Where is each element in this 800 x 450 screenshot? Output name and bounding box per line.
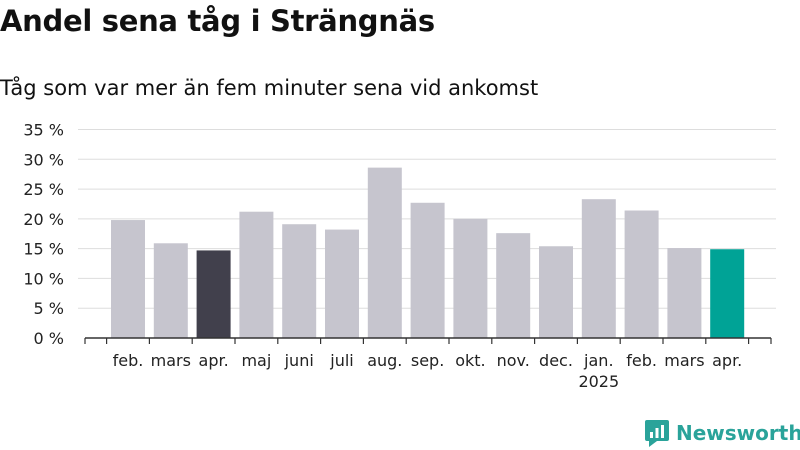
y-tick-label: 25 % bbox=[23, 180, 64, 199]
bar bbox=[667, 248, 702, 338]
y-tick-label: 10 % bbox=[23, 269, 64, 288]
bar bbox=[496, 233, 531, 338]
x-tick-label: jan. bbox=[583, 351, 613, 370]
bar bbox=[624, 210, 659, 338]
x-tick-label: dec. bbox=[539, 351, 573, 370]
brand-logo: Newsworthy bbox=[644, 418, 800, 448]
y-tick-label: 5 % bbox=[34, 299, 64, 318]
bar bbox=[111, 220, 145, 338]
bar bbox=[710, 249, 745, 338]
x-tick-label: juli bbox=[329, 351, 353, 370]
y-tick-label: 20 % bbox=[23, 210, 64, 229]
x-tick-label: maj bbox=[241, 351, 271, 370]
chart-subtitle: Tåg som var mer än fem minuter sena vid … bbox=[0, 76, 539, 100]
brand-name: Newsworthy bbox=[676, 421, 800, 445]
newsworthy-logo-icon bbox=[645, 420, 669, 447]
x-tick-label: mars bbox=[664, 351, 704, 370]
y-tick-label: 15 % bbox=[23, 240, 64, 259]
x-tick-label: feb. bbox=[113, 351, 144, 370]
x-tick-label: aug. bbox=[367, 351, 402, 370]
x-tick-label: nov. bbox=[497, 351, 530, 370]
x-tick-label: okt. bbox=[455, 351, 485, 370]
bar bbox=[282, 224, 317, 338]
bar bbox=[539, 246, 573, 338]
bar bbox=[153, 243, 188, 338]
bar bbox=[196, 250, 231, 338]
y-tick-label: 35 % bbox=[23, 121, 64, 140]
bar bbox=[325, 229, 359, 338]
bar bbox=[367, 167, 402, 338]
y-tick-label: 30 % bbox=[23, 150, 64, 169]
x-tick-label: apr. bbox=[199, 351, 229, 370]
x-tick-label: apr. bbox=[712, 351, 742, 370]
x-year-label: 2025 bbox=[578, 372, 619, 391]
x-tick-label: juni bbox=[284, 351, 314, 370]
bar bbox=[581, 199, 616, 338]
bar bbox=[453, 218, 488, 338]
x-tick-label: sep. bbox=[411, 351, 444, 370]
x-tick-label: feb. bbox=[626, 351, 657, 370]
bar bbox=[239, 211, 274, 338]
x-tick-label: mars bbox=[151, 351, 191, 370]
chart-title: Andel sena tåg i Strängnäs bbox=[0, 4, 435, 38]
y-tick-label: 0 % bbox=[34, 329, 64, 348]
bar bbox=[410, 202, 445, 338]
